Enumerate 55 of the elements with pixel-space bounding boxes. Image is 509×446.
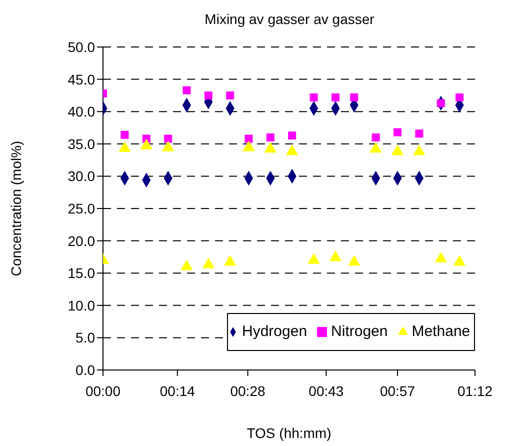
point: [202, 258, 214, 268]
x-tick-label: 00:43: [308, 382, 344, 399]
point: [288, 132, 296, 140]
y-tick-label: 15.0: [68, 265, 96, 282]
point: [350, 93, 358, 102]
legend-label: Hydrogen: [242, 323, 308, 340]
point: [286, 144, 298, 156]
x-tick-label: 00:14: [160, 382, 196, 399]
point: [162, 140, 174, 152]
legend-label: Methane: [412, 323, 470, 340]
point: [226, 91, 234, 100]
y-tick-label: 20.0: [68, 232, 96, 249]
point: [453, 255, 466, 266]
point: [204, 91, 212, 100]
point: [264, 142, 276, 153]
y-axis-title: Concentration (mol%): [8, 140, 24, 276]
point: [308, 253, 320, 264]
point: [118, 141, 131, 152]
y-tick-label: 10.0: [68, 297, 96, 314]
x-tick-label: 01:12: [457, 382, 493, 399]
y-tick-label: 50.0: [68, 38, 96, 55]
point: [224, 255, 236, 266]
y-tick-label: 0.0: [76, 362, 96, 378]
x-tick-label: 00:28: [230, 382, 266, 399]
point: [370, 142, 382, 153]
x-tick-label: 00:57: [380, 382, 416, 399]
point: [266, 133, 274, 142]
point: [348, 255, 360, 266]
point: [120, 130, 129, 139]
chart-title: Mixing av gasser av gasser: [204, 10, 376, 29]
y-tick-label: 5.0: [76, 330, 96, 346]
point: [456, 93, 464, 102]
point: [434, 252, 447, 262]
point: [391, 144, 404, 156]
point: [164, 134, 172, 143]
point: [332, 93, 340, 102]
y-tick-label: 30.0: [68, 168, 96, 184]
legend-label: Nitrogen: [331, 323, 388, 340]
point: [182, 86, 191, 94]
point: [372, 133, 380, 142]
point: [140, 138, 152, 150]
y-tick-label: 25.0: [68, 200, 96, 216]
y-tick-label: 40.0: [68, 104, 96, 120]
point: [310, 93, 318, 102]
point: [242, 140, 255, 152]
point: [415, 130, 424, 138]
point: [244, 134, 253, 143]
point: [394, 128, 402, 136]
x-axis-title: TOS (hh:mm): [246, 425, 332, 441]
point: [329, 250, 342, 262]
point: [413, 144, 426, 156]
y-tick-label: 45.0: [68, 71, 96, 88]
x-tick-label: 00:00: [85, 382, 121, 399]
point: [180, 260, 193, 270]
y-tick-label: 35.0: [68, 136, 96, 152]
